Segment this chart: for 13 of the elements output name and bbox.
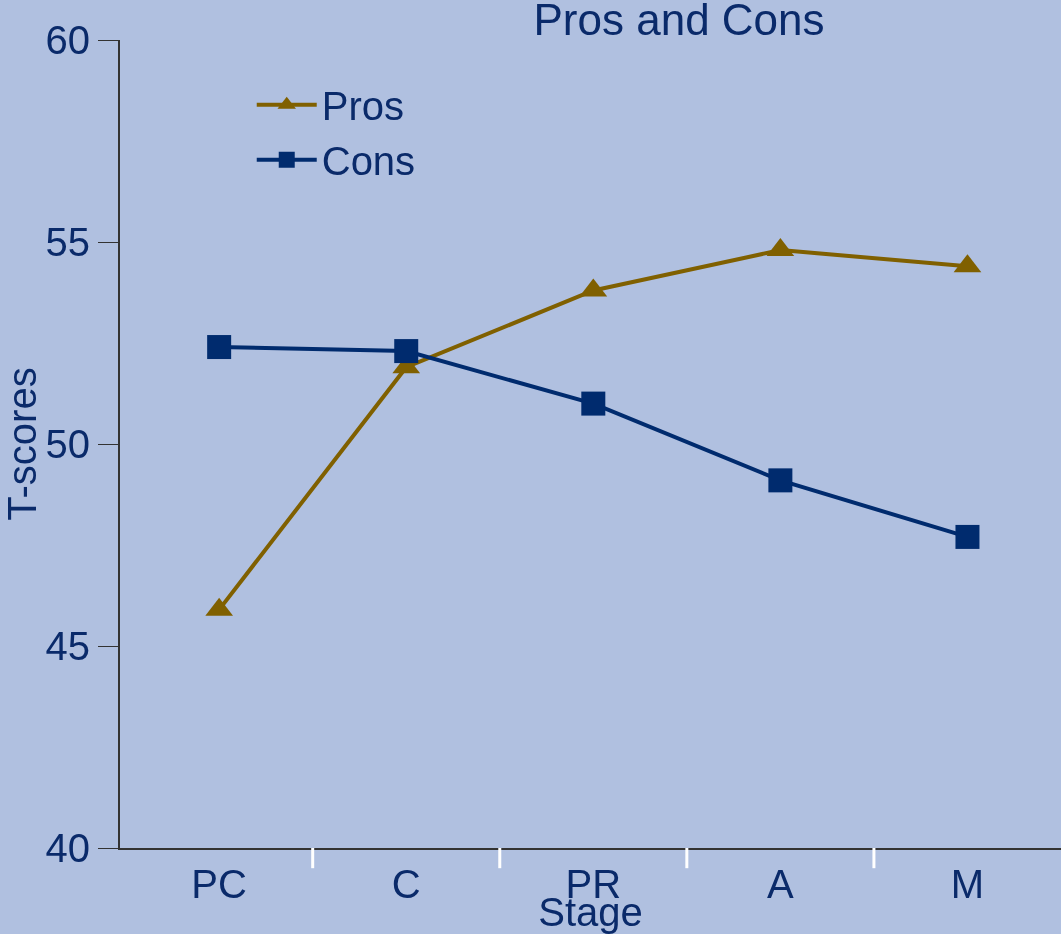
y-tick-label: 50 [45, 422, 90, 466]
x-tick-label: PC [191, 862, 247, 906]
legend-label: Cons [321, 139, 416, 184]
y-tick-label: 60 [45, 18, 90, 62]
legend-label: Pros [321, 84, 404, 129]
y-tick-label: 45 [45, 624, 90, 668]
x-tick-label: M [950, 862, 985, 906]
y-tick-label: 40 [45, 826, 90, 870]
chart-title: Pros and Cons [533, 0, 825, 45]
y-tick-label: 55 [45, 220, 90, 264]
x-tick-label: C [391, 862, 421, 906]
y-axis-title: T-scores [0, 367, 44, 521]
x-tick-label: A [767, 862, 795, 906]
